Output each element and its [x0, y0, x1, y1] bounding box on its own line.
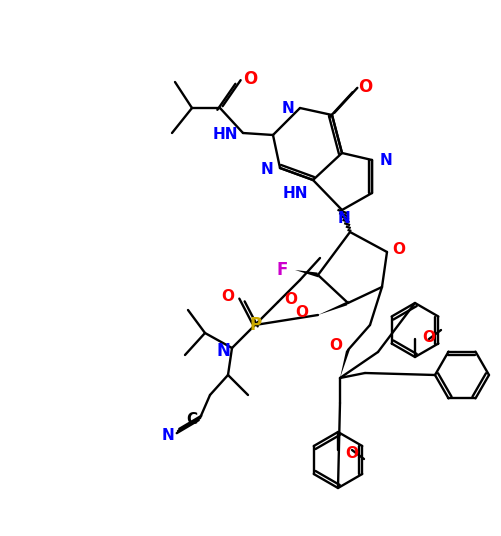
Text: O: O [357, 78, 371, 96]
Text: O: O [221, 288, 234, 303]
Text: C: C [186, 413, 197, 428]
Text: N: N [215, 342, 229, 360]
Text: N: N [260, 161, 273, 176]
Polygon shape [295, 270, 318, 278]
Text: P: P [249, 316, 262, 334]
Polygon shape [339, 349, 349, 378]
Text: N: N [379, 153, 392, 168]
Polygon shape [317, 301, 348, 315]
Text: O: O [329, 338, 342, 353]
Text: F: F [276, 261, 287, 279]
Text: N: N [281, 101, 294, 115]
Text: O: O [422, 331, 435, 346]
Text: O: O [284, 292, 297, 307]
Text: HN: HN [282, 185, 307, 200]
Text: O: O [242, 70, 257, 88]
Text: HN: HN [212, 126, 237, 142]
Text: O: O [392, 242, 405, 257]
Text: N: N [337, 211, 350, 226]
Text: O: O [295, 304, 308, 319]
Text: O: O [345, 445, 358, 460]
Text: N: N [161, 428, 174, 443]
